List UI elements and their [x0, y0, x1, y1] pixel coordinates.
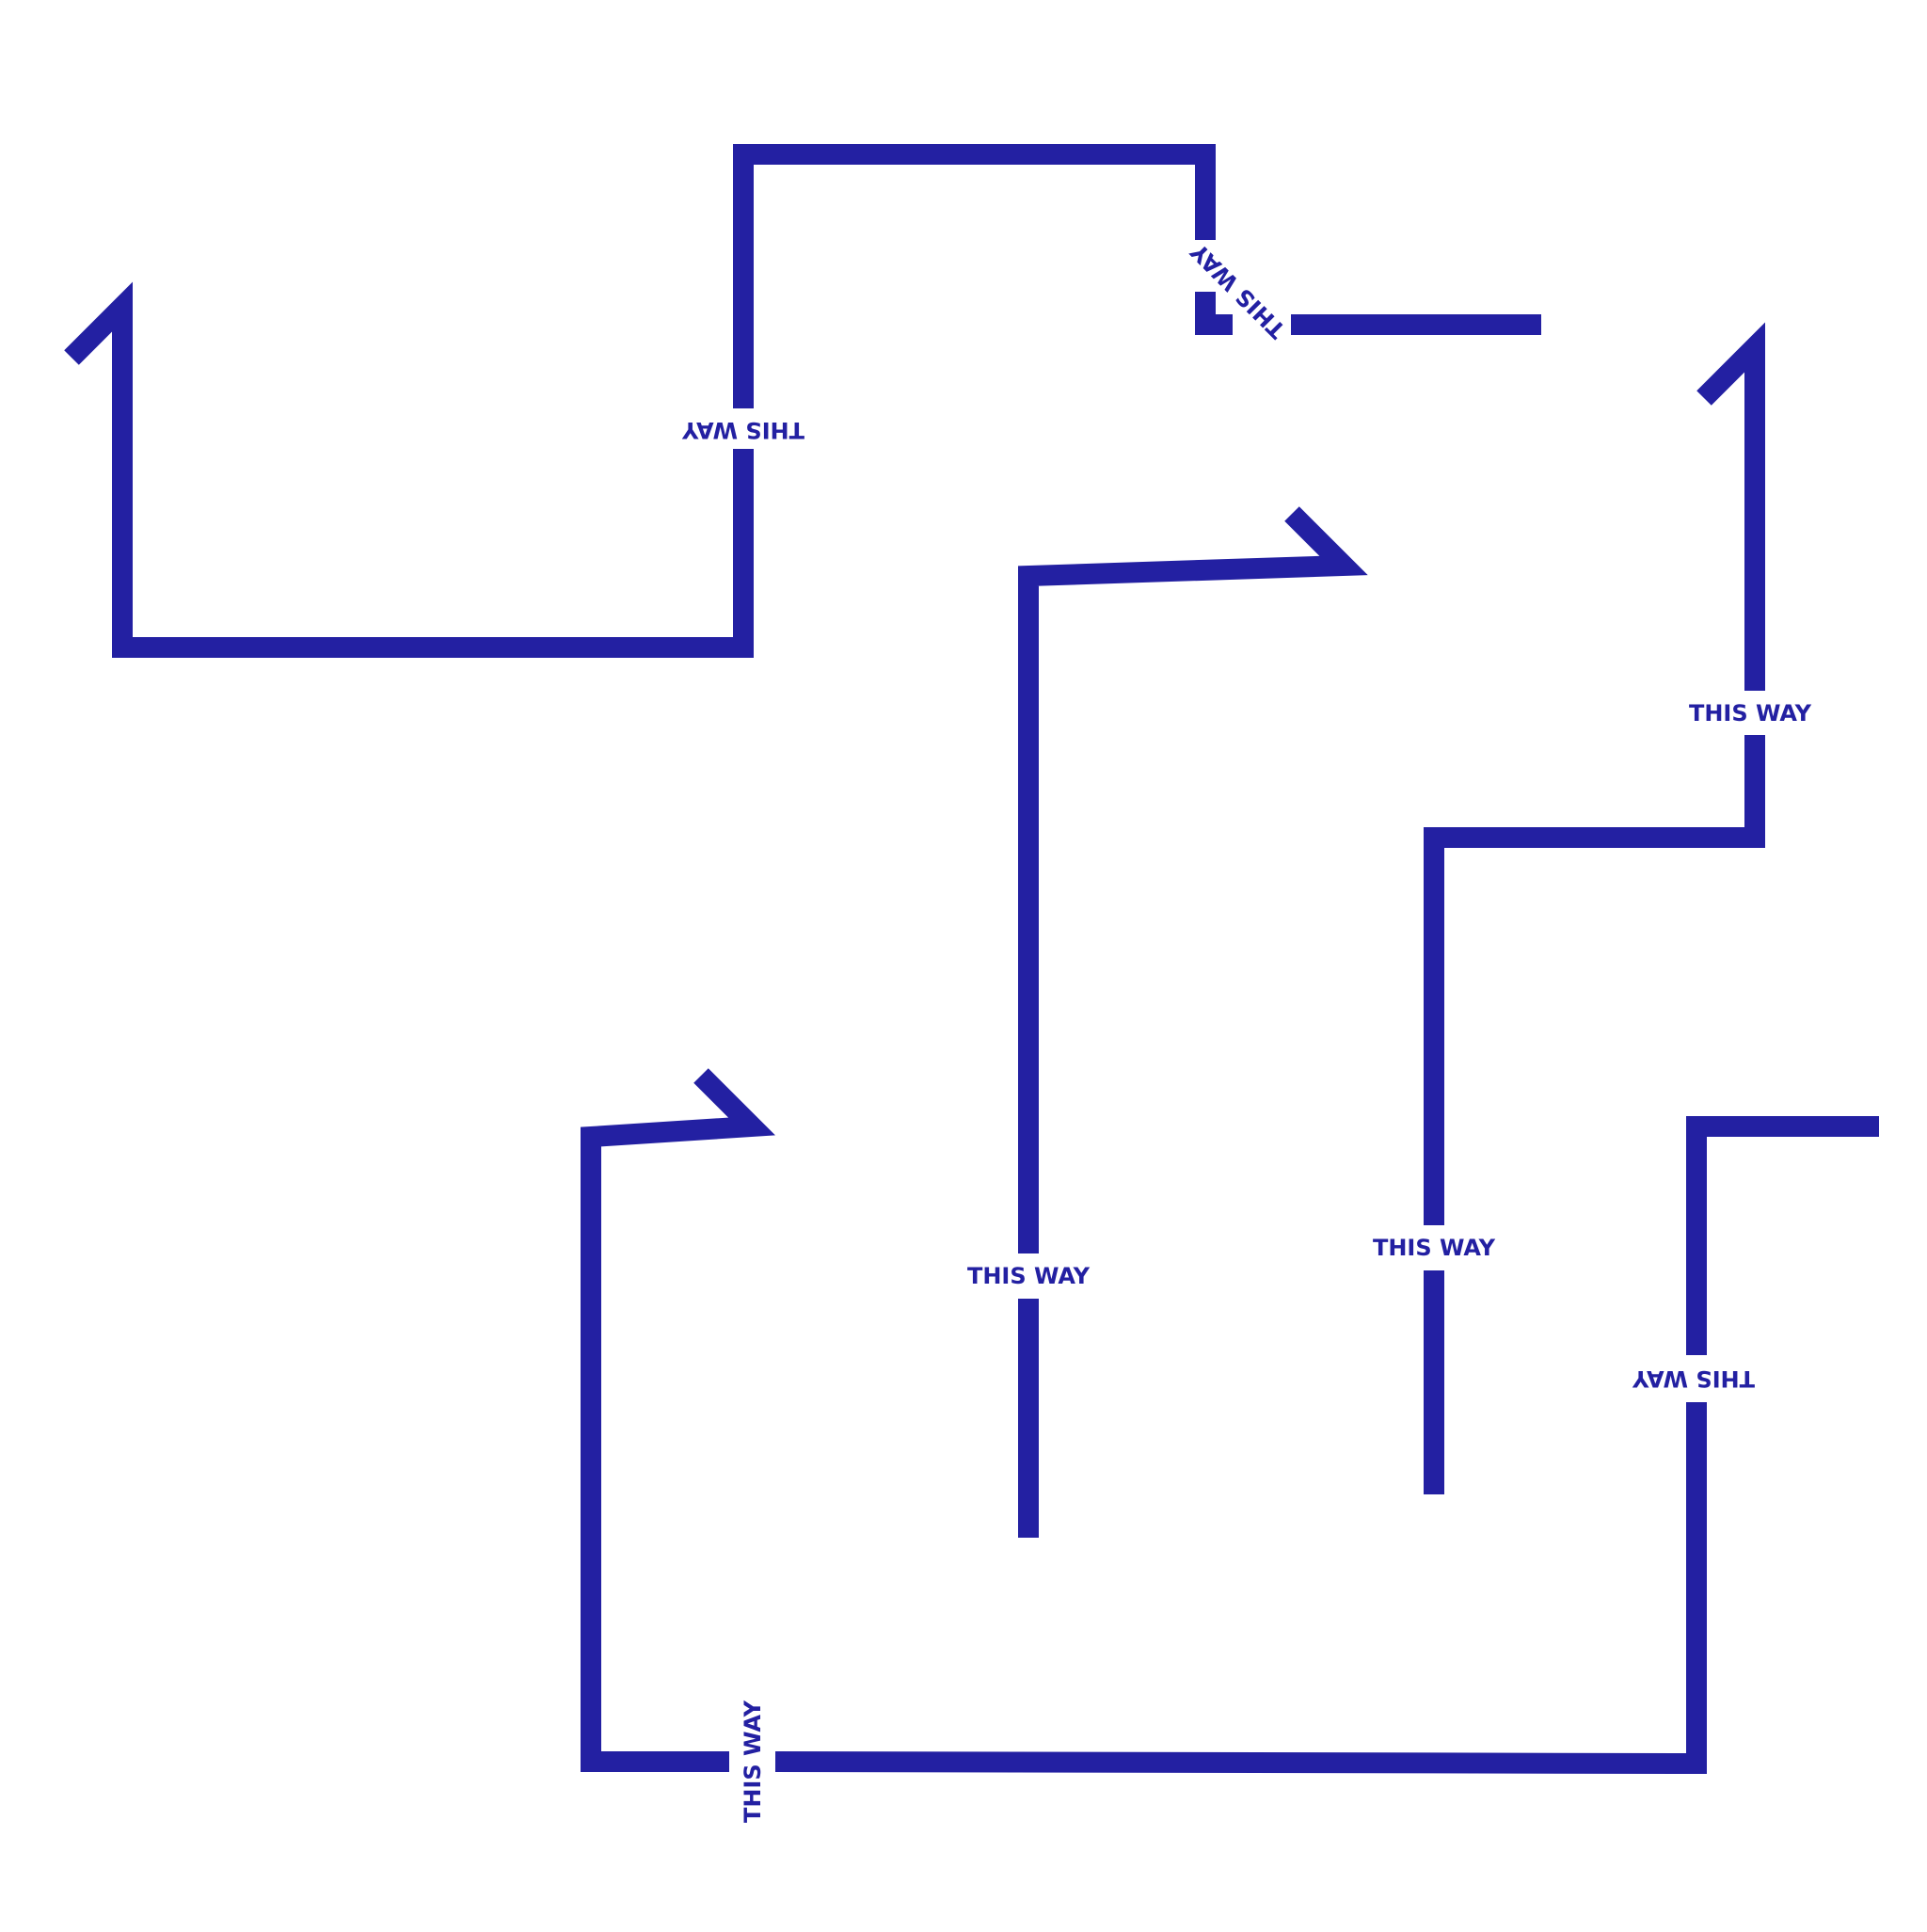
this-way-sign-3: THIS WAY: [967, 1263, 1091, 1289]
this-way-sign-7: THIS WAY: [740, 1700, 766, 1823]
path-c-segment-2: [1424, 735, 1765, 1225]
path-d-segment-1: [581, 1068, 775, 1772]
path-a-segment-2: [733, 144, 1216, 408]
path-b-segment-1: [1018, 506, 1368, 1253]
path-d-segment-2: [774, 1402, 1707, 1775]
path-a-segment-3: [1195, 292, 1233, 335]
this-way-sign-4: THIS WAY: [1689, 700, 1812, 726]
this-way-sign-6: THIS WAY: [1632, 1365, 1755, 1392]
this-way-sign-1: THIS WAY: [681, 417, 804, 443]
this-way-sign-5: THIS WAY: [1373, 1235, 1496, 1261]
path-c-segment-1: [1696, 322, 1765, 691]
path-a-segment-1: [64, 281, 754, 658]
path-d-segment-3: [1686, 1116, 1879, 1355]
